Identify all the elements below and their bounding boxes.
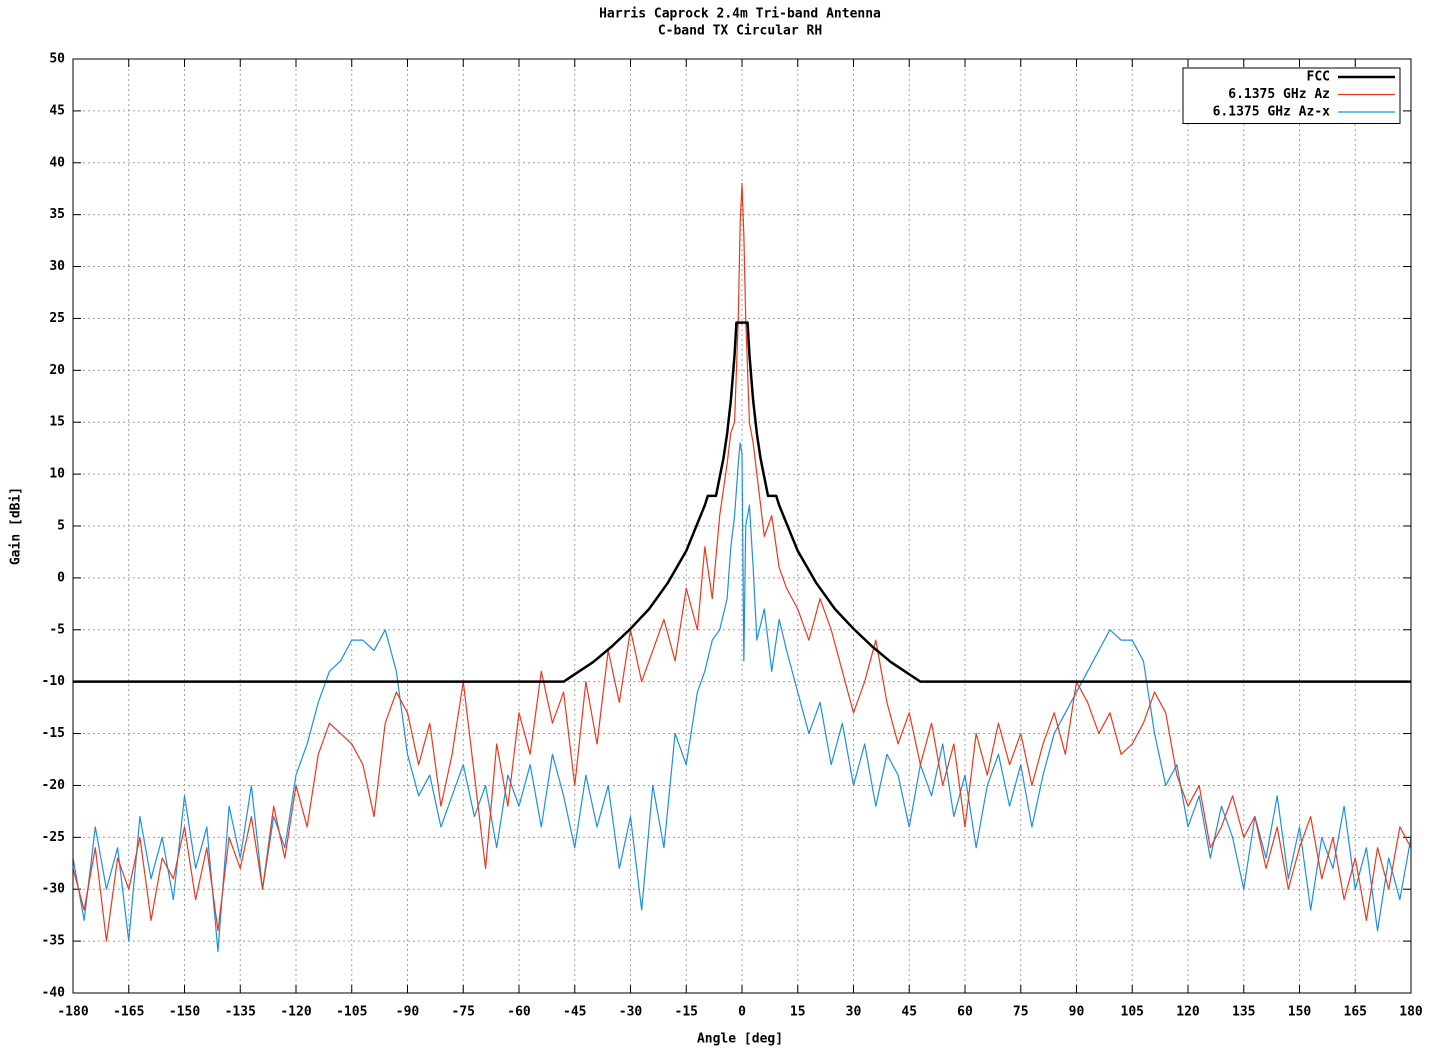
x-tick-label: 0 <box>738 1005 746 1020</box>
x-tick-label: -135 <box>225 1005 256 1020</box>
x-tick-label: 75 <box>1013 1005 1029 1020</box>
x-tick-label: 45 <box>901 1005 917 1020</box>
y-tick-label: 5 <box>57 519 65 534</box>
y-tick-label: 50 <box>49 52 65 67</box>
x-tick-label: -105 <box>336 1005 367 1020</box>
y-tick-label: 40 <box>49 155 65 170</box>
x-tick-label: 30 <box>846 1005 862 1020</box>
x-tick-label: -60 <box>507 1005 531 1020</box>
x-tick-label: 105 <box>1121 1005 1144 1020</box>
plot-frame <box>72 58 1412 994</box>
y-tick-label: -10 <box>42 674 66 689</box>
x-tick-label: 150 <box>1288 1005 1312 1020</box>
y-tick-label: 35 <box>49 207 65 222</box>
x-tick-label: 165 <box>1344 1005 1367 1020</box>
data-line <box>73 321 1411 683</box>
x-axis-label: Angle [deg] <box>697 1032 783 1047</box>
y-tick-label: -20 <box>42 778 66 793</box>
y-tick-label: 15 <box>49 415 65 430</box>
x-tick-label: -180 <box>57 1005 88 1020</box>
x-tick-label: -30 <box>619 1005 643 1020</box>
y-tick-label: -15 <box>42 726 65 741</box>
x-tick-label: -150 <box>169 1005 200 1020</box>
data-line <box>73 182 1411 942</box>
x-tick-label: -165 <box>113 1005 144 1020</box>
y-tick-label: -25 <box>42 830 65 845</box>
x-tick-label: 60 <box>957 1005 973 1020</box>
x-tick-label: -90 <box>396 1005 420 1020</box>
chart-title: Harris Caprock 2.4m Tri-band Antenna <box>599 7 881 22</box>
x-tick-label: 135 <box>1232 1005 1255 1020</box>
x-tick-label: 180 <box>1399 1005 1423 1020</box>
x-tick-label: -120 <box>280 1005 311 1020</box>
y-tick-label: 25 <box>49 311 65 326</box>
y-tick-label: -5 <box>49 622 65 637</box>
x-tick-label: -45 <box>563 1005 586 1020</box>
x-tick-label: -15 <box>675 1005 698 1020</box>
chart-subtitle: C-band TX Circular RH <box>658 24 822 39</box>
y-tick-label: 45 <box>49 103 65 118</box>
y-tick-label: 10 <box>49 467 65 482</box>
y-tick-label: 0 <box>57 570 65 585</box>
x-tick-label: 15 <box>790 1005 806 1020</box>
y-tick-label: -30 <box>42 882 66 897</box>
legend-label: 6.1375 GHz Az <box>1228 87 1330 102</box>
data-line <box>73 442 1411 953</box>
x-tick-label: 90 <box>1069 1005 1085 1020</box>
legend-label: FCC <box>1307 70 1330 85</box>
y-tick-label: 20 <box>49 363 65 378</box>
y-axis-label: Gain [dBi] <box>9 487 24 565</box>
y-tick-label: -35 <box>42 934 65 949</box>
legend-label: 6.1375 GHz Az-x <box>1213 105 1331 120</box>
x-tick-label: -75 <box>452 1005 475 1020</box>
x-tick-label: 120 <box>1176 1005 1200 1020</box>
y-tick-label: -40 <box>42 986 66 1001</box>
plot-lines <box>73 182 1411 953</box>
y-tick-label: 30 <box>49 259 65 274</box>
